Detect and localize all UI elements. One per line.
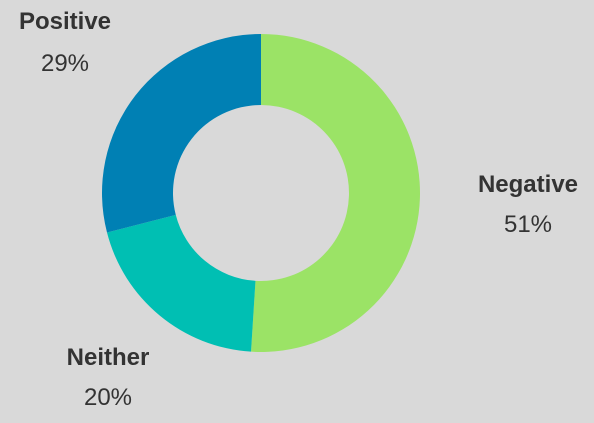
slice-name-neither: Neither <box>67 344 150 371</box>
slice-negative <box>251 34 421 353</box>
donut-slices <box>101 34 421 353</box>
slice-label-negative: Negative 51% <box>478 171 578 238</box>
slice-neither <box>106 214 256 352</box>
slice-name-positive: Positive <box>19 8 111 35</box>
slice-positive <box>101 34 261 233</box>
slice-percent-positive: 29% <box>41 50 89 77</box>
slice-name-negative: Negative <box>478 171 578 198</box>
slice-label-neither: Neither 20% <box>67 344 150 411</box>
slice-label-positive: Positive 29% <box>19 8 111 77</box>
slice-percent-neither: 20% <box>84 384 132 411</box>
slice-percent-negative: 51% <box>504 211 552 238</box>
